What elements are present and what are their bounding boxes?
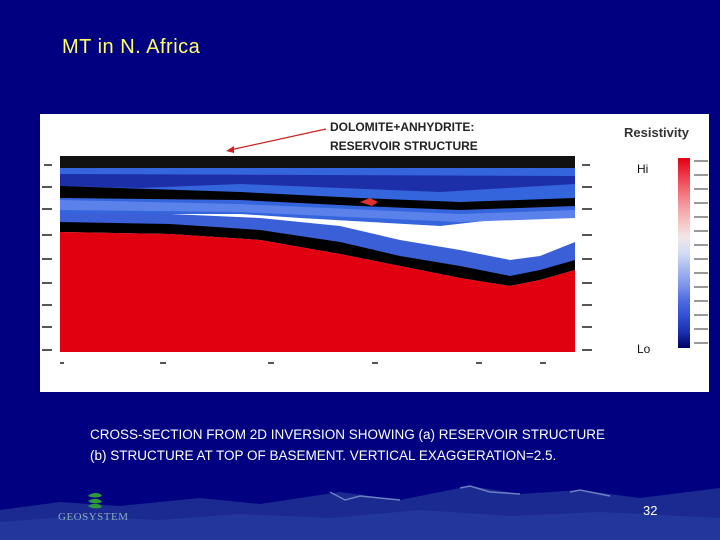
resistivity-cross-section xyxy=(42,128,592,364)
annotation-dolomite: DOLOMITE+ANHYDRITE: xyxy=(330,120,475,134)
legend-ticks xyxy=(694,154,708,354)
legend-tick xyxy=(694,216,708,218)
mountain-background-image xyxy=(0,485,720,540)
page-number: 32 xyxy=(643,503,658,518)
geosystem-logo-icon xyxy=(88,493,102,509)
legend-tick xyxy=(694,202,708,204)
legend-tick xyxy=(694,244,708,246)
legend-tick xyxy=(694,174,708,176)
legend-tick xyxy=(694,188,708,190)
slide-title: MT in N. Africa xyxy=(62,36,201,58)
annotation-arrow xyxy=(229,128,327,151)
basement-layer xyxy=(60,232,575,352)
legend-tick xyxy=(694,286,708,288)
conductive-top-layer xyxy=(60,156,575,168)
cross-section-figure: DOLOMITE+ANHYDRITE: RESERVOIR STRUCTURE … xyxy=(40,114,709,392)
legend-tick xyxy=(694,230,708,232)
legend-tick xyxy=(694,314,708,316)
annotation-reservoir: RESERVOIR STRUCTURE xyxy=(330,139,478,153)
legend-tick xyxy=(694,328,708,330)
legend-lo-label: Lo xyxy=(637,342,651,356)
legend-tick xyxy=(694,342,708,344)
legend-tick xyxy=(694,160,708,162)
legend-tick xyxy=(694,272,708,274)
legend-hi-label: Hi xyxy=(637,162,649,176)
legend-tick xyxy=(694,300,708,302)
resistivity-color-scale xyxy=(678,158,690,348)
legend-title: Resistivity xyxy=(624,125,690,140)
caption-line-2: (b) STRUCTURE AT TOP OF BASEMENT. VERTIC… xyxy=(90,448,557,463)
figure-caption: CROSS-SECTION FROM 2D INVERSION SHOWING … xyxy=(90,424,710,466)
legend-tick xyxy=(694,258,708,260)
logo-text: GEOSYSTEM xyxy=(58,511,129,523)
reservoir-anomaly xyxy=(360,198,378,206)
caption-line-1: CROSS-SECTION FROM 2D INVERSION SHOWING … xyxy=(90,427,606,442)
basement-top-boundary xyxy=(60,222,575,286)
